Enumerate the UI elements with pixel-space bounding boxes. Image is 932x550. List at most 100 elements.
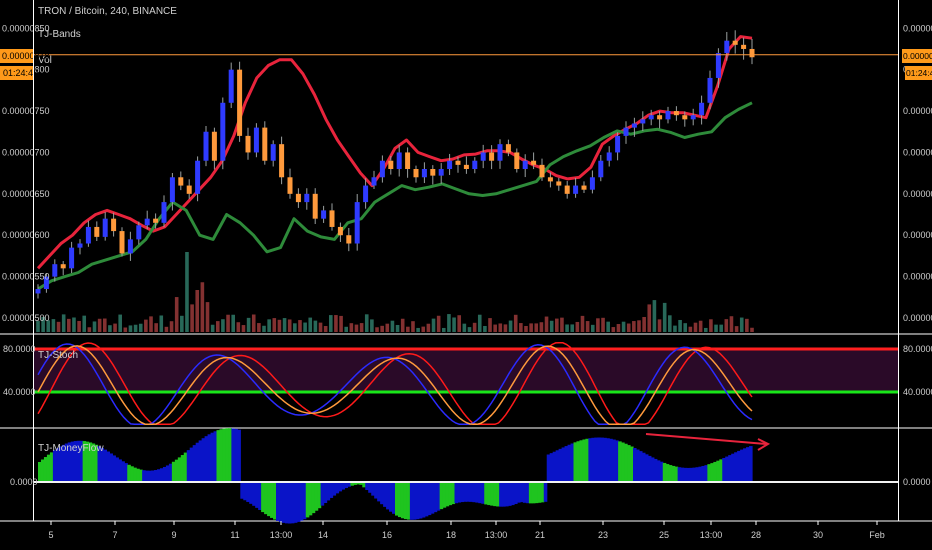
candle-body: [43, 276, 49, 290]
y-tick-left: 0.00000550: [2, 272, 50, 282]
volume-bar: [185, 252, 189, 332]
moneyflow-bar: [109, 453, 113, 482]
moneyflow-bar: [665, 464, 670, 482]
indicator-tj-bands[interactable]: TJ-Bands: [38, 29, 81, 40]
moneyflow-bar: [76, 440, 81, 482]
volume-bar: [452, 317, 456, 332]
moneyflow-bar: [558, 448, 563, 482]
volume-bar: [385, 323, 390, 332]
candle-body: [556, 181, 562, 186]
volume-bar: [293, 323, 297, 332]
moneyflow-bar: [689, 467, 694, 482]
candle-body: [69, 247, 75, 269]
stoch-level-40-left: 40.0000: [3, 387, 36, 397]
volume-bar: [174, 297, 179, 332]
volume-bar: [606, 321, 610, 332]
moneyflow-bar: [323, 482, 328, 504]
volume-bar: [544, 316, 549, 332]
volume-bar: [739, 317, 744, 332]
volume-bar: [431, 318, 436, 332]
moneyflow-divergence-arrow: [645, 433, 771, 451]
moneyflow-bar: [460, 482, 465, 503]
candle-body: [480, 152, 486, 161]
volume-bar: [113, 323, 117, 332]
candle-body: [514, 152, 520, 169]
volume-bar: [180, 315, 184, 332]
stoch-pane[interactable]: TJ-Stoch 80.0000 40.0000 80.0000 40.0000: [3, 341, 932, 426]
moneyflow-pane[interactable]: TJ-MoneyFlow 0.0000 0.0000: [10, 428, 931, 524]
candle-body: [220, 102, 226, 161]
moneyflow-bar: [490, 482, 494, 506]
moneyflow-bar: [647, 455, 652, 482]
y-tick-right: 0.00000650: [903, 189, 932, 199]
volume-bar: [555, 318, 559, 332]
right-price-badge: 0.00000818 01:24:40: [902, 49, 932, 80]
x-tick-label: 30: [813, 530, 823, 540]
moneyflow-bar: [487, 482, 491, 506]
volume-bar: [508, 320, 513, 332]
volume-bar: [159, 315, 164, 332]
moneyflow-bar: [606, 438, 610, 482]
volume-bars: [36, 252, 754, 332]
candle-body: [161, 202, 167, 223]
candle-body: [741, 44, 747, 49]
moneyflow-bar: [329, 482, 334, 498]
volume-bar: [298, 320, 302, 332]
volume-bar: [585, 321, 590, 332]
moneyflow-bar: [82, 441, 87, 482]
volume-bar: [308, 317, 313, 332]
moneyflow-bar: [722, 457, 726, 482]
moneyflow-bar: [335, 482, 340, 494]
candle-body: [178, 177, 184, 186]
candle-body: [699, 102, 705, 116]
volume-bar: [457, 315, 462, 332]
x-tick-label: 7: [112, 530, 117, 540]
moneyflow-bar: [627, 445, 631, 482]
moneyflow-bar: [683, 467, 688, 482]
candle-body: [505, 144, 511, 153]
candles: [35, 30, 755, 299]
volume-bar: [364, 314, 369, 332]
indicator-vol[interactable]: Vol: [38, 55, 52, 66]
moneyflow-bar: [237, 429, 241, 482]
moneyflow-bar: [213, 431, 218, 482]
x-tick-label: 18: [446, 530, 456, 540]
volume-bar: [231, 314, 235, 332]
moneyflow-bar: [540, 482, 545, 503]
candle-body: [657, 115, 663, 120]
moneyflow-bar: [171, 461, 176, 482]
volume-bar: [313, 320, 318, 332]
volume-bar: [647, 304, 652, 332]
moneyflow-bar: [677, 467, 682, 482]
y-tick-left: 0.00000700: [2, 147, 50, 157]
volume-bar: [375, 327, 379, 332]
volume-bar: [77, 320, 81, 332]
candle-body: [573, 185, 579, 194]
moneyflow-bar: [612, 439, 616, 482]
stoch-label[interactable]: TJ-Stoch: [38, 350, 78, 361]
volume-bar: [61, 314, 66, 332]
moneyflow-bar: [546, 454, 551, 482]
moneyflow-bar: [516, 482, 521, 503]
volume-bar: [267, 319, 271, 332]
price-pane[interactable]: [34, 30, 898, 332]
moneyflow-bar: [195, 442, 200, 482]
moneyflow-bar: [371, 482, 375, 496]
moneyflow-bar: [49, 452, 54, 482]
moneyflow-label[interactable]: TJ-MoneyFlow: [38, 443, 104, 454]
moneyflow-bar: [121, 461, 125, 482]
moneyflow-bar: [305, 482, 310, 518]
volume-bar: [745, 318, 749, 332]
moneyflow-bar: [46, 454, 51, 482]
moneyflow-bar: [159, 468, 164, 482]
candle-body: [245, 135, 251, 153]
volume-bar: [257, 323, 261, 332]
moneyflow-bar: [151, 470, 155, 482]
moneyflow-bar: [79, 440, 84, 482]
moneyflow-bar: [299, 482, 304, 521]
volume-bar: [67, 318, 71, 332]
volume-bar: [133, 324, 138, 332]
moneyflow-bar: [261, 482, 265, 513]
volume-bar: [436, 315, 441, 332]
